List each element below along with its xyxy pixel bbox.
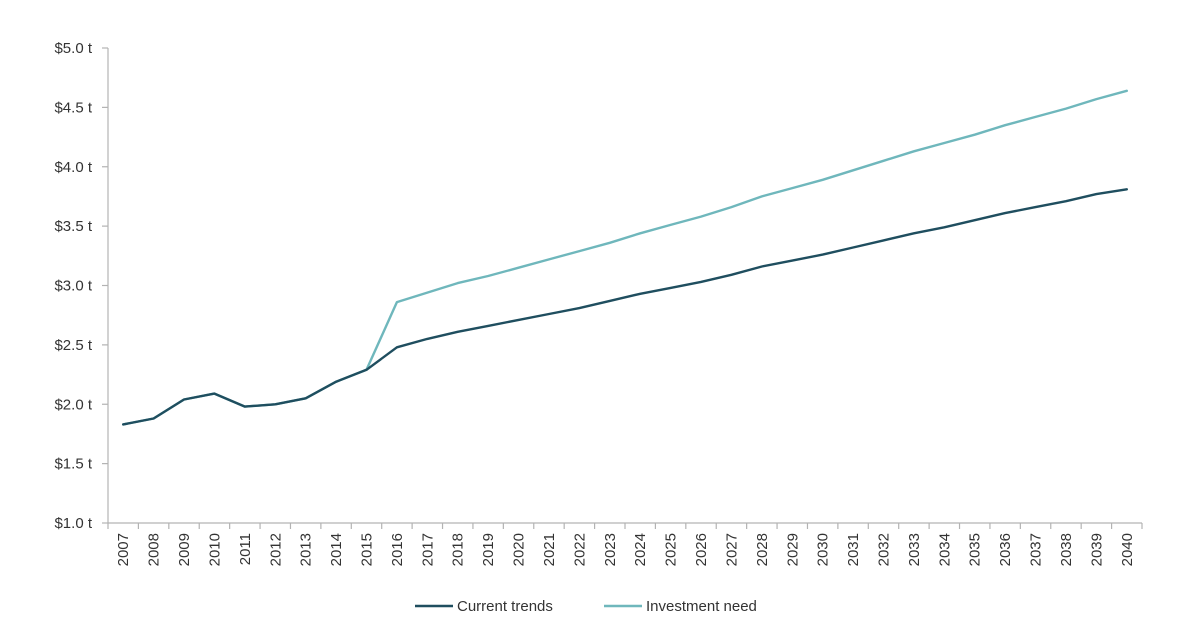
x-tick-label: 2026: [693, 533, 710, 566]
x-tick-label: 2028: [754, 533, 771, 566]
y-tick-label: $2.5 t: [54, 337, 92, 354]
y-tick-label: $1.0 t: [54, 515, 92, 532]
x-tick-label: 2021: [541, 533, 558, 566]
x-tick-label: 2017: [419, 533, 436, 566]
legend-label: Current trends: [457, 598, 553, 615]
legend-label: Investment need: [646, 598, 757, 615]
x-tick-label: 2018: [450, 533, 467, 566]
x-tick-label: 2009: [176, 533, 193, 566]
y-tick-label: $3.5 t: [54, 218, 92, 235]
y-tick-label: $3.0 t: [54, 278, 92, 295]
x-tick-label: 2034: [936, 533, 953, 566]
y-tick-label: $1.5 t: [54, 456, 92, 473]
x-tick-label: 2019: [480, 533, 497, 566]
x-tick-label: 2038: [1058, 533, 1075, 566]
series-lines: [121, 89, 1129, 426]
x-axis: 2007 2008 2009 2010 2011 2012 2013 2014 2015 2016…: [107, 522, 1143, 566]
x-tick-label: 2032: [876, 533, 893, 566]
x-tick-label: 2024: [632, 533, 649, 566]
x-tick-label: 2014: [328, 533, 345, 566]
x-tick-label: 2020: [511, 533, 528, 566]
x-tick-label: 2039: [1088, 533, 1105, 566]
x-tick-label: 2010: [206, 533, 223, 566]
x-tick-label: 2027: [723, 533, 740, 566]
series-line-investment-need: [121, 89, 1129, 426]
series-line-current-trends: [121, 188, 1129, 426]
x-tick-label: 2011: [237, 533, 254, 565]
x-tick-label: 2037: [1028, 533, 1045, 566]
x-tick-label: 2016: [389, 533, 406, 566]
x-tick-label: 2022: [571, 533, 588, 566]
x-tick-label: 2031: [845, 533, 862, 566]
x-tick-label: 2023: [602, 533, 619, 566]
y-tick-label: $5.0 t: [54, 40, 92, 57]
y-tick-label: $4.0 t: [54, 159, 92, 176]
x-tick-label: 2029: [784, 533, 801, 566]
x-tick-label: 2030: [815, 533, 832, 566]
y-axis: $1.0 t $1.5 t $2.0 t $2.5 t $3.0 t $3.5 t $4.0…: [54, 40, 109, 532]
x-tick-label: 2013: [298, 533, 315, 566]
x-tick-label: 2035: [967, 533, 984, 566]
x-tick-label: 2036: [997, 533, 1014, 566]
x-tick-label: 2008: [146, 533, 163, 566]
legend: Current trends Investment need: [415, 598, 757, 615]
x-tick-label: 2015: [359, 533, 376, 566]
y-tick-label: $2.0 t: [54, 396, 92, 413]
x-tick-label: 2040: [1119, 533, 1136, 566]
x-tick-label: 2007: [115, 533, 132, 566]
x-tick-label: 2012: [267, 533, 284, 566]
x-tick-label: 2025: [663, 533, 680, 566]
y-tick-label: $4.5 t: [54, 99, 92, 116]
x-tick-label: 2033: [906, 533, 923, 566]
